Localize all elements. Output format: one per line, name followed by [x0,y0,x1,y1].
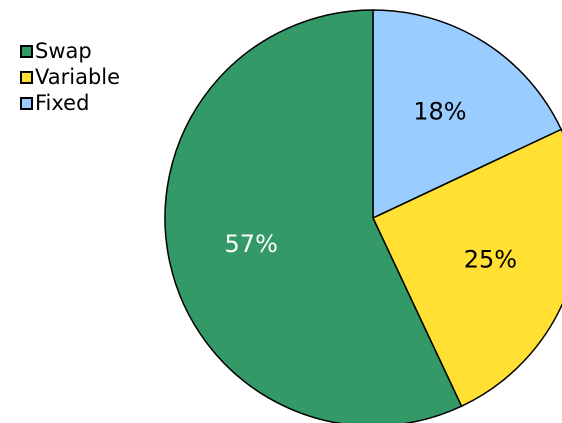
legend-swatch-swap [20,44,33,58]
legend-item-fixed: Fixed [20,90,120,116]
data-label-swap: 57% [225,230,278,258]
legend-swatch-fixed [20,96,33,110]
pie-slice-fixed [372,9,562,220]
pie-slice-swap [164,9,463,423]
legend-swatch-variable [20,70,33,84]
pie-slice-variable [372,128,562,408]
legend-label-swap: Swap [35,39,92,63]
data-label-variable: 25% [464,245,517,273]
legend-label-variable: Variable [35,65,121,89]
data-label-fixed: 18% [413,98,466,126]
legend-label-fixed: Fixed [35,91,90,115]
legend: Swap Variable Fixed [20,38,120,116]
legend-item-variable: Variable [20,64,120,90]
legend-item-swap: Swap [20,38,120,64]
